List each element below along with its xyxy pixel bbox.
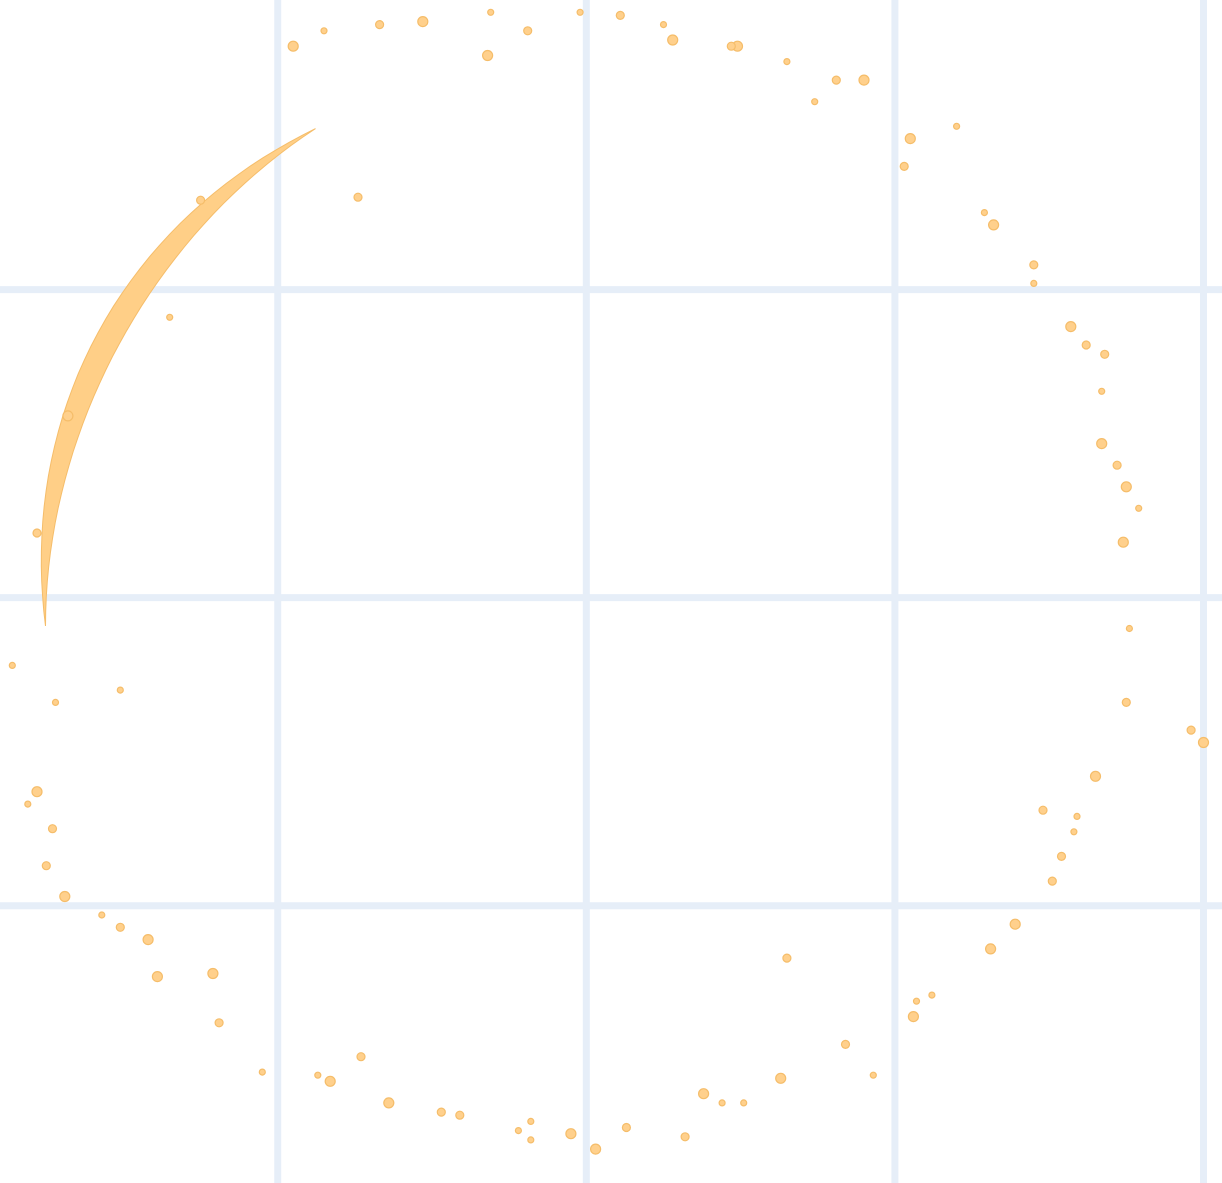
- scatter-point: [1030, 279, 1038, 287]
- scatter-point: [287, 40, 299, 52]
- scatter-point: [207, 967, 219, 980]
- scatter-point: [375, 20, 385, 30]
- scatter-point: [455, 1110, 465, 1120]
- scatter-point: [840, 1039, 851, 1050]
- scatter-point: [314, 1071, 322, 1079]
- scatter-point: [196, 195, 206, 205]
- scatter-point: [436, 1107, 446, 1117]
- scatter-point: [356, 1052, 366, 1062]
- scatter-point: [984, 943, 997, 955]
- scatter-point: [907, 1010, 920, 1023]
- scatter-point: [1120, 481, 1132, 493]
- scatter-point: [1070, 828, 1078, 836]
- scatter-point: [782, 953, 792, 963]
- scatter-point: [565, 1128, 577, 1140]
- scatter-point: [98, 911, 106, 919]
- scatter-point: [576, 8, 584, 16]
- scatter-point: [680, 1132, 690, 1142]
- scatter-point: [417, 16, 429, 28]
- scatter-point: [214, 1018, 224, 1028]
- scatter-point: [527, 1117, 535, 1126]
- scatter-point: [1009, 918, 1021, 930]
- data-points: [8, 8, 1210, 1155]
- scatter-point: [912, 997, 921, 1005]
- scatter-point: [1081, 340, 1091, 350]
- scatter-point: [1047, 876, 1057, 886]
- scatter-point: [166, 313, 174, 321]
- scatter-point: [904, 133, 916, 145]
- scatter-point: [514, 1126, 523, 1135]
- scatter-point: [1197, 736, 1210, 749]
- scatter-point: [1100, 349, 1110, 359]
- scatter-point: [667, 34, 679, 46]
- scatter-point: [869, 1071, 877, 1079]
- scatter-point: [151, 970, 163, 983]
- scatter-point: [62, 410, 74, 422]
- scatter-point: [47, 824, 58, 834]
- scatter-point: [831, 75, 841, 85]
- scatter-point: [527, 1136, 535, 1144]
- scatter-point: [383, 1097, 395, 1109]
- scatter-point: [987, 219, 1000, 231]
- scatter-point: [51, 698, 60, 707]
- scatter-point: [1117, 536, 1129, 548]
- scatter-point: [353, 192, 363, 202]
- scatter-point: [589, 1143, 602, 1155]
- scatter-point: [482, 49, 494, 62]
- scatter-point: [1098, 387, 1106, 395]
- scatter-point: [775, 1072, 787, 1084]
- scatter-point: [1065, 321, 1077, 333]
- scatter-point: [324, 1075, 336, 1087]
- scatter-point: [41, 861, 51, 871]
- scatter-point: [740, 1099, 748, 1107]
- scatter-point: [811, 98, 819, 106]
- scatter-point: [1186, 725, 1196, 735]
- scatter-point: [59, 890, 71, 903]
- scatter-point: [952, 122, 961, 130]
- scatter-point: [1096, 438, 1108, 450]
- scatter-point: [1073, 812, 1081, 821]
- scatter-point: [659, 21, 668, 29]
- scatter-point: [726, 41, 736, 51]
- scatter-point: [1135, 504, 1143, 512]
- scatter-point: [1112, 460, 1122, 470]
- scatter-point: [258, 1068, 266, 1076]
- scatter-point: [1056, 851, 1067, 862]
- scatter-point: [320, 27, 328, 35]
- scatter-point: [858, 74, 870, 86]
- scatter-point: [116, 686, 124, 694]
- scatter-point: [621, 1122, 632, 1133]
- dense-arc-band: [40, 128, 316, 627]
- scatter-point: [615, 10, 625, 20]
- scatter-point: [487, 8, 495, 16]
- scatter-point: [523, 26, 533, 36]
- scatter-point: [1089, 770, 1102, 782]
- scatter-point: [1038, 805, 1048, 815]
- scatter-point: [718, 1099, 726, 1107]
- scatter-point: [115, 922, 125, 932]
- scatter-point: [783, 57, 791, 66]
- scatter-point: [8, 661, 16, 670]
- scatter-point: [697, 1088, 710, 1100]
- scatter-point: [1029, 260, 1039, 270]
- scatter-point: [899, 161, 909, 171]
- scatter-point: [1125, 624, 1134, 633]
- scatter-point: [980, 209, 989, 217]
- scatter-point: [31, 786, 43, 798]
- scatter-point: [1121, 697, 1131, 708]
- scatter-point: [24, 800, 32, 808]
- scatter-point: [142, 933, 154, 946]
- scatter-point: [928, 991, 936, 999]
- scatter-point: [32, 528, 42, 538]
